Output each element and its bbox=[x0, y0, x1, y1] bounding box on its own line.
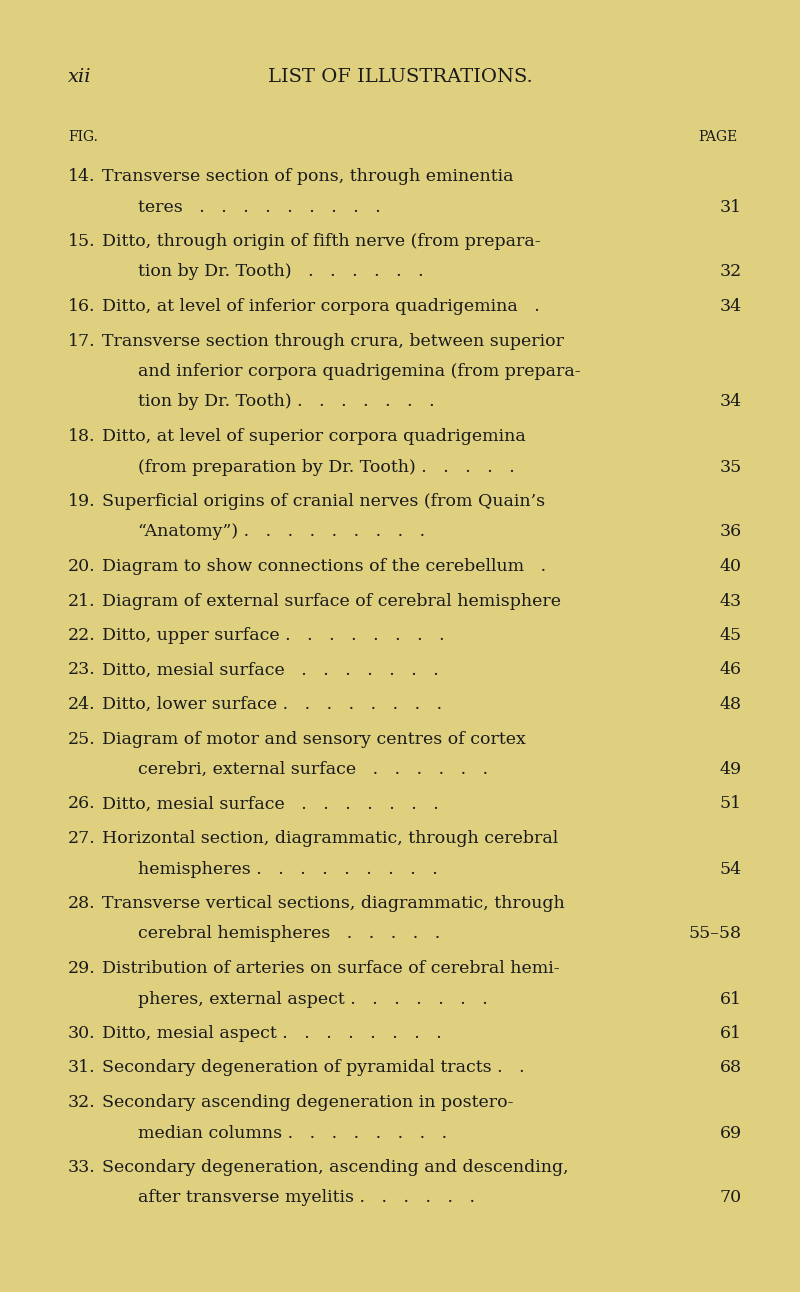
Text: 61: 61 bbox=[720, 1025, 742, 1043]
Text: Ditto, mesial aspect .   .   .   .   .   .   .   .: Ditto, mesial aspect . . . . . . . . bbox=[102, 1025, 442, 1043]
Text: Secondary ascending degeneration in postero-: Secondary ascending degeneration in post… bbox=[102, 1094, 514, 1111]
Text: Ditto, at level of inferior corpora quadrigemina   .: Ditto, at level of inferior corpora quad… bbox=[102, 298, 540, 315]
Text: PAGE: PAGE bbox=[698, 130, 738, 143]
Text: 30.: 30. bbox=[68, 1025, 96, 1043]
Text: 17.: 17. bbox=[68, 332, 96, 350]
Text: FIG.: FIG. bbox=[68, 130, 98, 143]
Text: Secondary degeneration of pyramidal tracts .   .: Secondary degeneration of pyramidal trac… bbox=[102, 1059, 525, 1076]
Text: Horizontal section, diagrammatic, through cerebral: Horizontal section, diagrammatic, throug… bbox=[102, 829, 558, 848]
Text: Ditto, upper surface .   .   .   .   .   .   .   .: Ditto, upper surface . . . . . . . . bbox=[102, 627, 445, 643]
Text: 31.: 31. bbox=[68, 1059, 96, 1076]
Text: Ditto, mesial surface   .   .   .   .   .   .   .: Ditto, mesial surface . . . . . . . bbox=[102, 796, 438, 813]
Text: median columns .   .   .   .   .   .   .   .: median columns . . . . . . . . bbox=[138, 1124, 447, 1142]
Text: 24.: 24. bbox=[68, 696, 96, 713]
Text: 28.: 28. bbox=[68, 895, 96, 912]
Text: 61: 61 bbox=[720, 991, 742, 1008]
Text: 22.: 22. bbox=[68, 627, 96, 643]
Text: 33.: 33. bbox=[68, 1159, 96, 1176]
Text: 16.: 16. bbox=[68, 298, 95, 315]
Text: 35: 35 bbox=[720, 459, 742, 475]
Text: tion by Dr. Tooth)   .   .   .   .   .   .: tion by Dr. Tooth) . . . . . . bbox=[138, 264, 424, 280]
Text: 32: 32 bbox=[720, 264, 742, 280]
Text: 20.: 20. bbox=[68, 558, 96, 575]
Text: 32.: 32. bbox=[68, 1094, 96, 1111]
Text: 25.: 25. bbox=[68, 730, 96, 748]
Text: Ditto, mesial surface   .   .   .   .   .   .   .: Ditto, mesial surface . . . . . . . bbox=[102, 662, 438, 678]
Text: hemispheres .   .   .   .   .   .   .   .   .: hemispheres . . . . . . . . . bbox=[138, 860, 438, 877]
Text: 45: 45 bbox=[720, 627, 742, 643]
Text: Superficial origins of cranial nerves (from Quain’s: Superficial origins of cranial nerves (f… bbox=[102, 494, 545, 510]
Text: 36: 36 bbox=[720, 523, 742, 540]
Text: Diagram of external surface of cerebral hemisphere: Diagram of external surface of cerebral … bbox=[102, 593, 561, 610]
Text: LIST OF ILLUSTRATIONS.: LIST OF ILLUSTRATIONS. bbox=[268, 68, 532, 87]
Text: 40: 40 bbox=[720, 558, 742, 575]
Text: Secondary degeneration, ascending and descending,: Secondary degeneration, ascending and de… bbox=[102, 1159, 569, 1176]
Text: cerebri, external surface   .   .   .   .   .   .: cerebri, external surface . . . . . . bbox=[138, 761, 488, 778]
Text: Transverse section through crura, between superior: Transverse section through crura, betwee… bbox=[102, 332, 564, 350]
Text: and inferior corpora quadrigemina (from prepara-: and inferior corpora quadrigemina (from … bbox=[138, 363, 581, 380]
Text: 19.: 19. bbox=[68, 494, 96, 510]
Text: 34: 34 bbox=[720, 298, 742, 315]
Text: 70: 70 bbox=[720, 1190, 742, 1207]
Text: tion by Dr. Tooth) .   .   .   .   .   .   .: tion by Dr. Tooth) . . . . . . . bbox=[138, 394, 434, 411]
Text: 26.: 26. bbox=[68, 796, 96, 813]
Text: Ditto, at level of superior corpora quadrigemina: Ditto, at level of superior corpora quad… bbox=[102, 428, 526, 444]
Text: (from preparation by Dr. Tooth) .   .   .   .   .: (from preparation by Dr. Tooth) . . . . … bbox=[138, 459, 514, 475]
Text: Ditto, through origin of fifth nerve (from prepara-: Ditto, through origin of fifth nerve (fr… bbox=[102, 233, 541, 249]
Text: 27.: 27. bbox=[68, 829, 96, 848]
Text: 69: 69 bbox=[720, 1124, 742, 1142]
Text: 29.: 29. bbox=[68, 960, 96, 977]
Text: Ditto, lower surface .   .   .   .   .   .   .   .: Ditto, lower surface . . . . . . . . bbox=[102, 696, 442, 713]
Text: 23.: 23. bbox=[68, 662, 96, 678]
Text: Diagram of motor and sensory centres of cortex: Diagram of motor and sensory centres of … bbox=[102, 730, 526, 748]
Text: 55–58: 55–58 bbox=[689, 925, 742, 942]
Text: teres   .   .   .   .   .   .   .   .   .: teres . . . . . . . . . bbox=[138, 199, 381, 216]
Text: after transverse myelitis .   .   .   .   .   .: after transverse myelitis . . . . . . bbox=[138, 1190, 475, 1207]
Text: 51: 51 bbox=[720, 796, 742, 813]
Text: 14.: 14. bbox=[68, 168, 95, 185]
Text: Transverse vertical sections, diagrammatic, through: Transverse vertical sections, diagrammat… bbox=[102, 895, 565, 912]
Text: 15.: 15. bbox=[68, 233, 96, 249]
Text: Distribution of arteries on surface of cerebral hemi-: Distribution of arteries on surface of c… bbox=[102, 960, 560, 977]
Text: 34: 34 bbox=[720, 394, 742, 411]
Text: 18.: 18. bbox=[68, 428, 95, 444]
Text: 48: 48 bbox=[720, 696, 742, 713]
Text: 43: 43 bbox=[720, 593, 742, 610]
Text: 49: 49 bbox=[720, 761, 742, 778]
Text: xii: xii bbox=[68, 68, 91, 87]
Text: 68: 68 bbox=[720, 1059, 742, 1076]
Text: Diagram to show connections of the cerebellum   .: Diagram to show connections of the cereb… bbox=[102, 558, 546, 575]
Text: 31: 31 bbox=[720, 199, 742, 216]
Text: 21.: 21. bbox=[68, 593, 96, 610]
Text: “Anatomy”) .   .   .   .   .   .   .   .   .: “Anatomy”) . . . . . . . . . bbox=[138, 523, 425, 540]
Text: pheres, external aspect .   .   .   .   .   .   .: pheres, external aspect . . . . . . . bbox=[138, 991, 488, 1008]
Text: Transverse section of pons, through eminentia: Transverse section of pons, through emin… bbox=[102, 168, 514, 185]
Text: 46: 46 bbox=[720, 662, 742, 678]
Text: 54: 54 bbox=[720, 860, 742, 877]
Text: cerebral hemispheres   .   .   .   .   .: cerebral hemispheres . . . . . bbox=[138, 925, 440, 942]
